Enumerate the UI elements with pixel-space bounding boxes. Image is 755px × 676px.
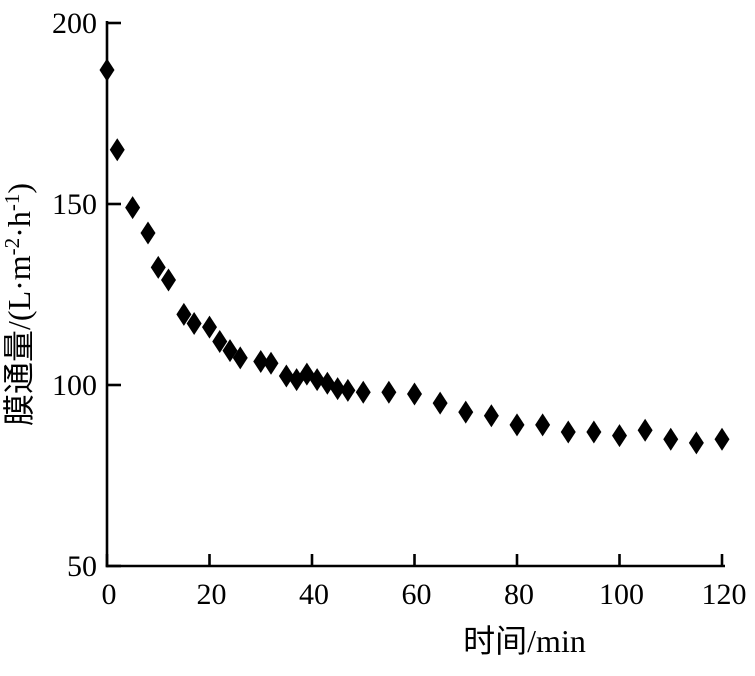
y-tick-label: 50	[67, 550, 97, 583]
x-tick-label: 20	[197, 578, 227, 611]
data-point-marker	[330, 377, 346, 401]
data-point-marker	[309, 368, 325, 392]
data-point-marker	[407, 382, 422, 406]
data-point-marker	[586, 420, 602, 444]
data-point-marker	[535, 413, 551, 437]
data-point-marker	[161, 268, 176, 292]
x-tick-label: 80	[504, 578, 534, 611]
data-point-marker	[355, 380, 371, 404]
x-tick-label: 120	[702, 578, 747, 611]
data-point-marker	[612, 424, 627, 448]
data-point-marker	[150, 255, 166, 279]
data-point-marker	[232, 346, 248, 370]
x-tick-label: 0	[102, 578, 117, 611]
data-point-marker	[509, 413, 525, 437]
data-point-marker	[109, 138, 125, 162]
data-point-marker	[340, 378, 356, 402]
data-point-marker	[186, 311, 202, 335]
y-axis-title: 膜通量/(L·m-2·h-1)	[0, 183, 37, 426]
data-point-marker	[663, 427, 679, 451]
data-point-marker	[263, 351, 279, 375]
data-point-marker	[637, 418, 653, 442]
data-point-marker	[688, 431, 704, 455]
data-point-marker	[140, 221, 156, 245]
data-point-marker	[212, 330, 228, 354]
x-tick-label: 60	[402, 578, 432, 611]
data-point-marker	[458, 400, 474, 424]
data-point-marker	[714, 427, 730, 451]
data-point-marker	[483, 404, 499, 428]
data-point-marker	[202, 315, 217, 339]
x-tick-label: 40	[299, 578, 329, 611]
data-point-marker	[253, 349, 269, 373]
y-tick-label: 150	[52, 188, 97, 221]
data-point-marker	[125, 196, 141, 220]
data-point-marker	[432, 391, 448, 415]
data-point-marker	[560, 420, 576, 444]
x-tick-label: 100	[599, 578, 644, 611]
data-point-marker	[176, 302, 192, 326]
y-tick-label: 100	[52, 369, 97, 402]
x-axis-title: 时间/min	[463, 623, 586, 659]
y-tick-label: 200	[52, 7, 97, 40]
data-point-marker	[381, 380, 397, 404]
data-point-marker	[99, 58, 115, 82]
data-point-marker	[278, 364, 294, 388]
